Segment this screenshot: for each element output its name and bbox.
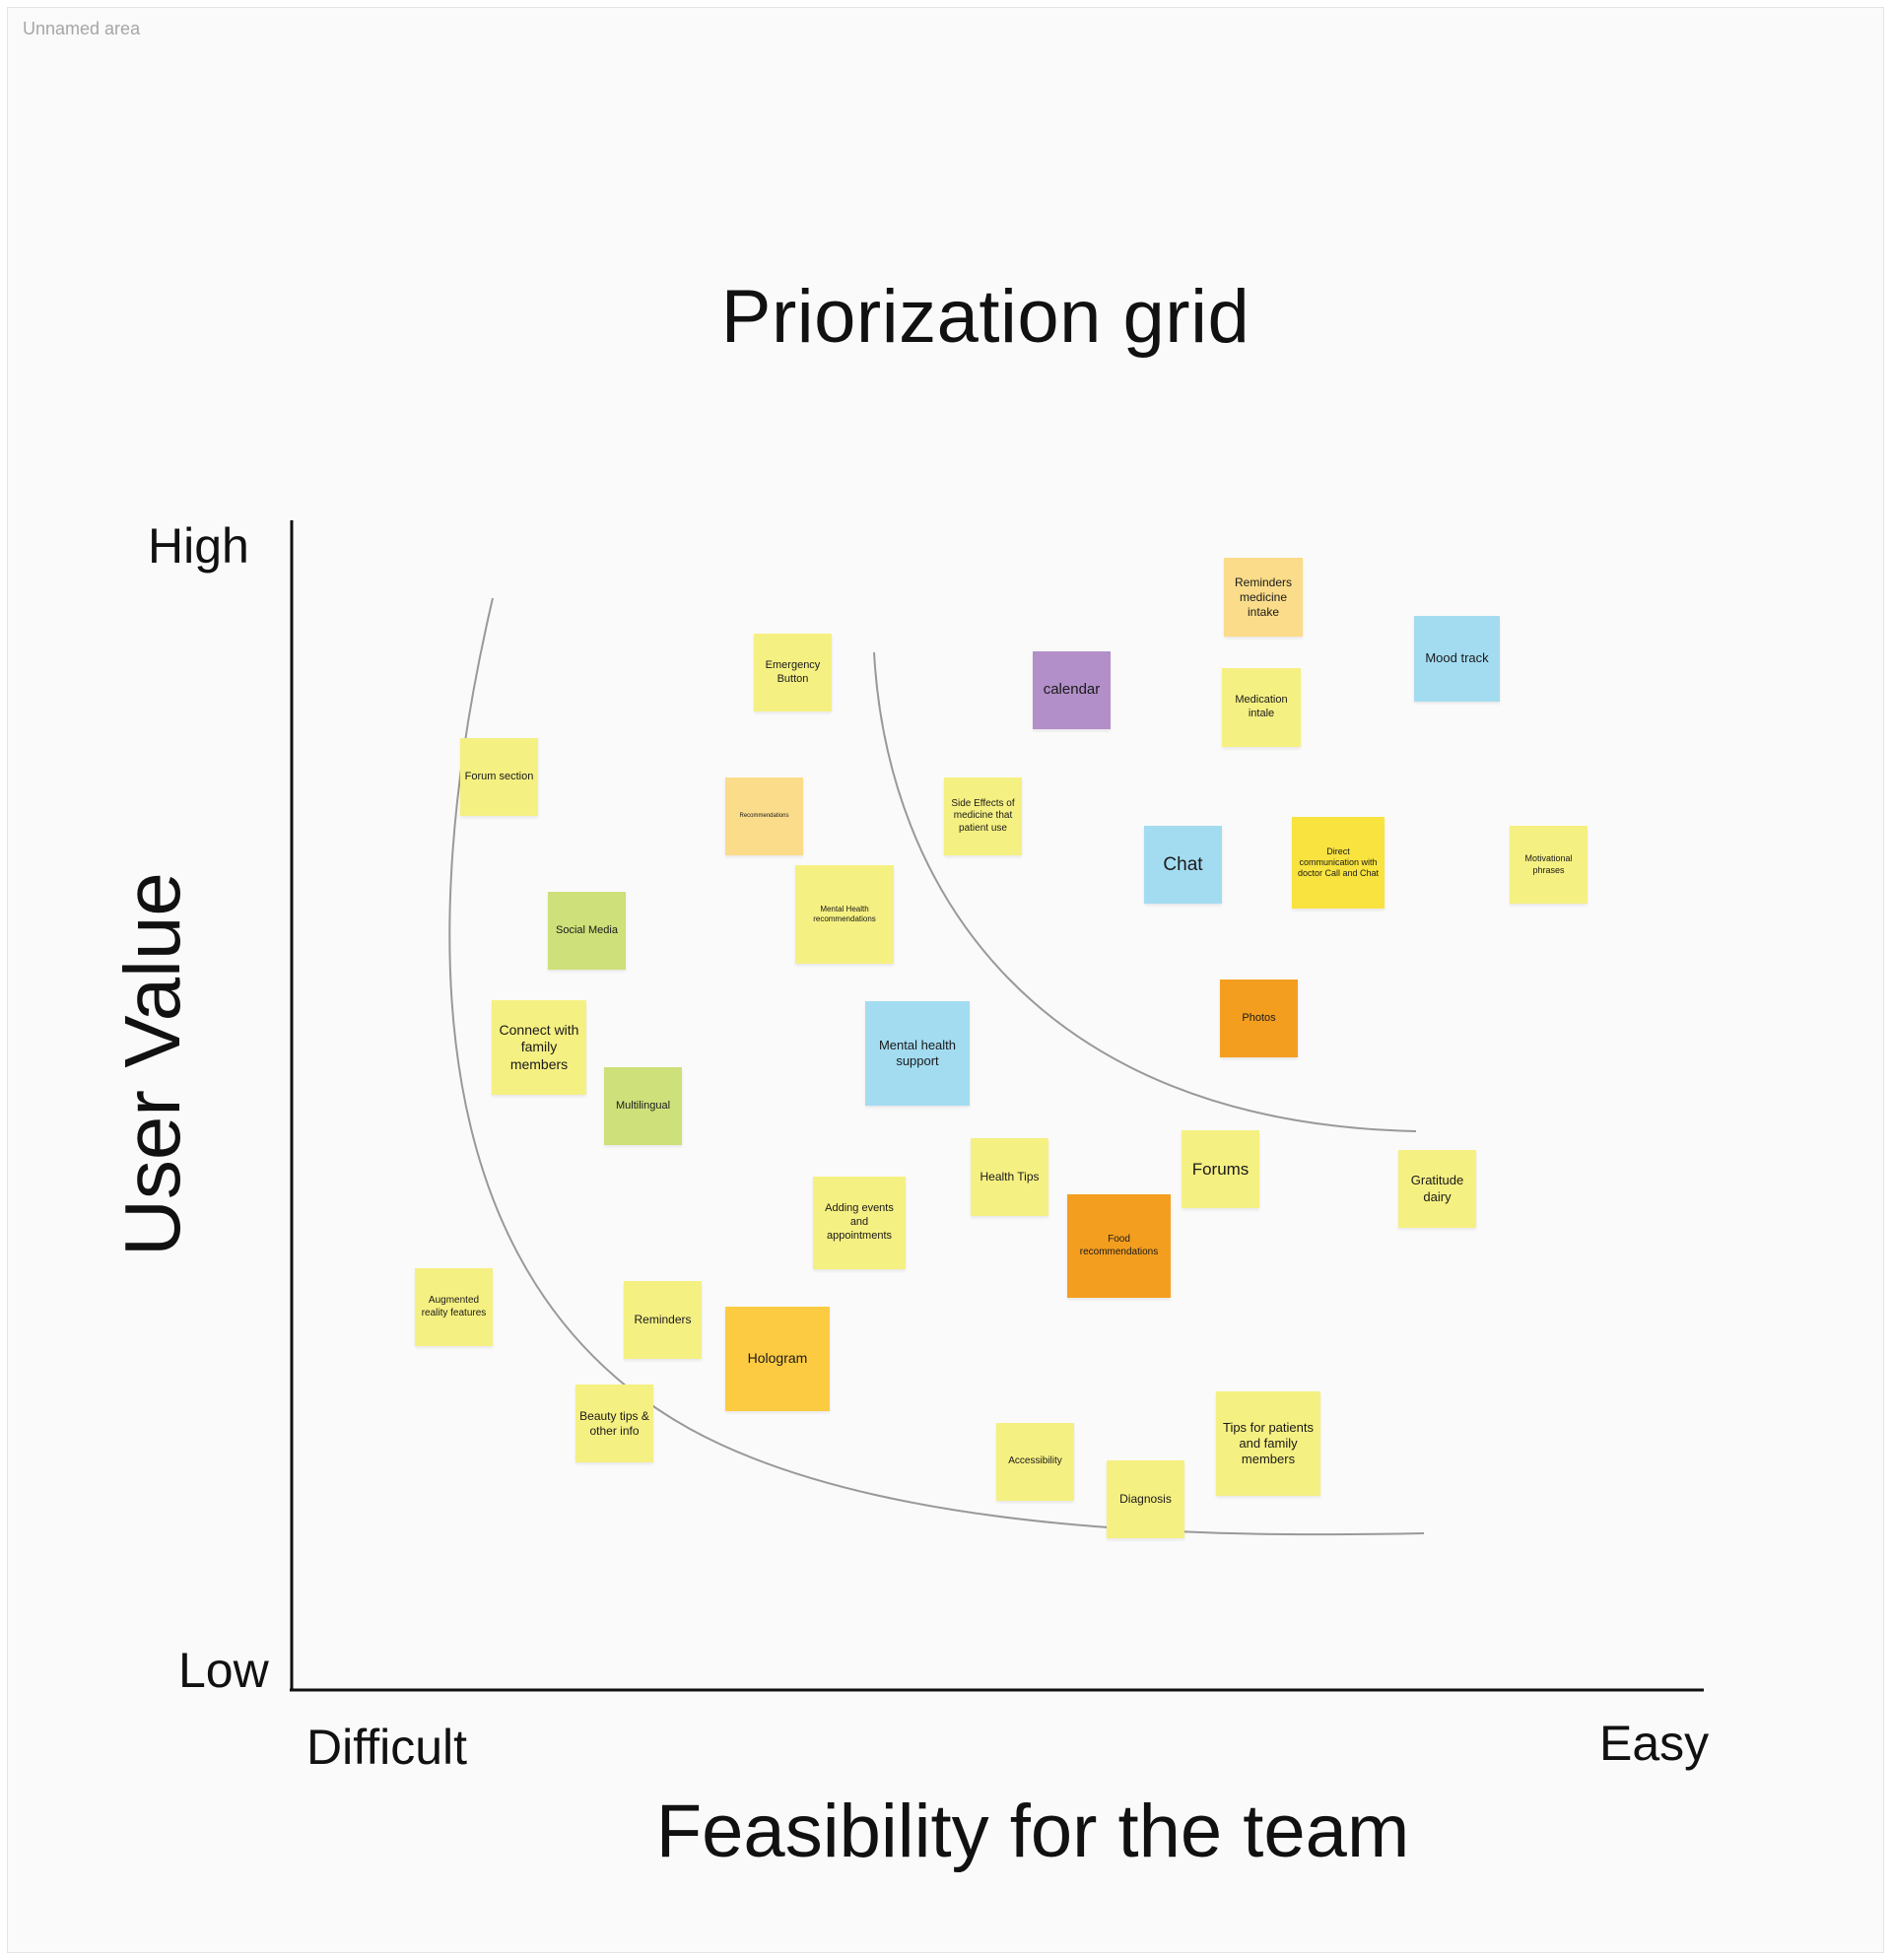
sticky-note-hologram[interactable]: Hologram xyxy=(725,1307,830,1411)
sticky-note-mental-health-support[interactable]: Mental health support xyxy=(865,1001,970,1106)
sticky-note-adding-events[interactable]: Adding events and appointments xyxy=(813,1177,906,1269)
sticky-note-direct-communication[interactable]: Direct communication with doctor Call an… xyxy=(1292,817,1385,909)
sticky-note-emergency-button[interactable]: Emergency Button xyxy=(754,634,832,711)
canvas-area xyxy=(7,7,1884,1953)
inner-priority-curve xyxy=(873,651,1417,1132)
y-axis-title: User Value xyxy=(108,872,196,1256)
sticky-note-chat[interactable]: Chat xyxy=(1144,826,1222,904)
sticky-note-forum-section[interactable]: Forum section xyxy=(460,738,538,816)
sticky-note-tips-for-patients[interactable]: Tips for patients and family members xyxy=(1216,1391,1320,1496)
sticky-note-motivational-phrases[interactable]: Motivational phrases xyxy=(1510,826,1588,904)
sticky-note-health-tips[interactable]: Health Tips xyxy=(971,1138,1048,1216)
x-axis-easy-label: Easy xyxy=(1599,1716,1710,1771)
sticky-note-medication-intake[interactable]: Medication intale xyxy=(1222,668,1301,747)
sticky-note-augmented-reality[interactable]: Augmented reality features xyxy=(415,1268,493,1346)
page-title: Priorization grid xyxy=(720,275,1250,359)
sticky-note-photos[interactable]: Photos xyxy=(1220,980,1298,1057)
area-label: Unnamed area xyxy=(23,19,141,38)
sticky-note-diagnosis[interactable]: Diagnosis xyxy=(1107,1460,1184,1538)
sticky-note-mental-health-recommendations[interactable]: Mental Health recommendations xyxy=(795,865,894,964)
y-axis-high-label: High xyxy=(148,518,249,574)
sticky-note-food-recommendations[interactable]: Food recommendations xyxy=(1067,1194,1171,1298)
sticky-note-reminders[interactable]: Reminders xyxy=(624,1281,702,1359)
sticky-note-social-media[interactable]: Social Media xyxy=(548,892,626,970)
sticky-note-forums[interactable]: Forums xyxy=(1182,1130,1259,1208)
sticky-note-reminders-medicine-intake[interactable]: Reminders medicine intake xyxy=(1224,558,1303,637)
x-axis-title: Feasibility for the team xyxy=(655,1790,1410,1873)
y-axis-low-label: Low xyxy=(178,1643,269,1698)
sticky-note-multilingual[interactable]: Multilingual xyxy=(604,1067,682,1145)
x-axis-difficult-label: Difficult xyxy=(306,1720,468,1775)
sticky-note-connect-family-members[interactable]: Connect with family members xyxy=(492,1000,586,1095)
sticky-note-recommendations[interactable]: Recommendations xyxy=(725,777,803,855)
sticky-note-accessibility[interactable]: Accessibility xyxy=(996,1423,1074,1501)
sticky-note-gratitude-dairy[interactable]: Gratitude dairy xyxy=(1398,1150,1476,1228)
sticky-note-mood-track[interactable]: Mood track xyxy=(1414,616,1500,702)
sticky-note-beauty-tips[interactable]: Beauty tips & other info xyxy=(575,1385,653,1462)
sticky-note-calendar[interactable]: calendar xyxy=(1033,651,1111,729)
sticky-note-side-effects[interactable]: Side Effects of medicine that patient us… xyxy=(944,777,1022,855)
